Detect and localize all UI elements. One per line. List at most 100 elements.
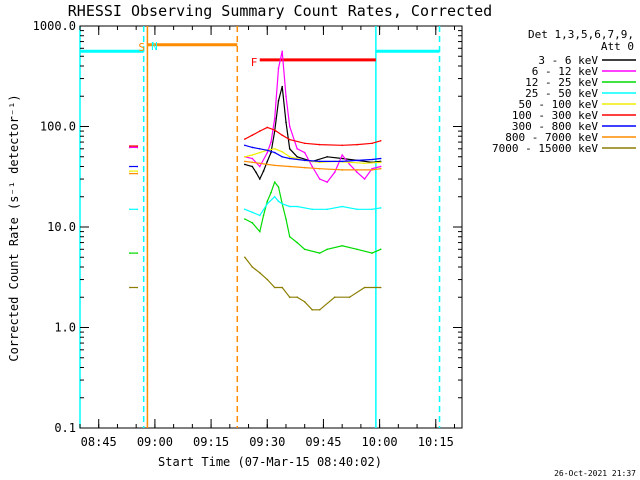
legend-label: 3 - 6 keV: [538, 54, 598, 67]
series-point-5: [341, 144, 344, 147]
series-point-1: [270, 141, 272, 143]
series-point-2: [251, 222, 254, 224]
series-point-3: [281, 203, 284, 205]
series-point-6: [318, 160, 321, 163]
series-point-4: [273, 148, 276, 150]
series-point-3: [371, 208, 373, 211]
series-point-7: [129, 172, 131, 175]
series-point-5: [273, 129, 276, 131]
series-point-2: [277, 186, 280, 188]
series-point-4: [244, 156, 246, 158]
series-point-2: [379, 248, 382, 251]
series-point-3: [259, 214, 261, 217]
series-point-3: [129, 208, 131, 211]
series-point-4: [348, 161, 351, 164]
series-point-5: [136, 145, 139, 147]
series-point-0: [277, 100, 280, 102]
series-line-1: [244, 51, 381, 183]
flag-label-S: S: [138, 41, 145, 54]
series-point-5: [371, 142, 373, 145]
series-point-2: [285, 218, 287, 220]
series-point-1: [318, 178, 321, 180]
generation-timestamp: 26-Oct-2021 21:37: [554, 469, 636, 478]
series-point-2: [341, 245, 344, 247]
series-point-8: [363, 286, 366, 289]
series-point-2: [270, 191, 272, 194]
series-point-6: [273, 151, 276, 154]
series-point-4: [259, 151, 261, 154]
series-point-8: [348, 296, 351, 299]
series-point-5: [303, 142, 306, 145]
legend-label: 7000 - 15000 keV: [492, 142, 598, 155]
series-point-2: [273, 181, 276, 183]
series-point-8: [273, 286, 276, 289]
x-axis: 08:45 09:00 09:15 09:30 09:45 10:00 10:15: [79, 26, 456, 449]
series-point-2: [296, 241, 299, 244]
series-point-5: [129, 145, 131, 147]
series-point-6: [356, 159, 358, 162]
series-point-0: [259, 178, 261, 180]
x-tick-label: 09:00: [137, 435, 173, 449]
series-point-0: [266, 160, 269, 163]
x-axis-title: Start Time (07-Mar-15 08:40:02): [158, 455, 382, 469]
y-tick-label: 1000.0: [33, 19, 76, 33]
series-point-3: [136, 208, 139, 211]
series-point-4: [363, 162, 366, 165]
series-point-2: [318, 252, 321, 254]
series-point-1: [251, 157, 254, 160]
series-point-2: [262, 214, 265, 217]
series-point-5: [251, 134, 254, 136]
flag-label-F: F: [251, 56, 258, 69]
x-tick-label: 10:15: [418, 435, 454, 449]
series-point-3: [273, 195, 276, 198]
legend-label: 50 - 100 keV: [519, 98, 599, 111]
series-point-8: [266, 278, 269, 281]
series-point-1: [363, 178, 366, 180]
series-point-0: [251, 165, 254, 168]
series-point-8: [136, 286, 139, 289]
series-point-5: [266, 126, 269, 129]
y-tick-label: 1.0: [54, 321, 76, 335]
legend-label: 25 - 50 keV: [525, 87, 598, 100]
series-line-0: [244, 86, 381, 181]
series-point-1: [129, 146, 131, 149]
series-point-5: [288, 138, 291, 141]
series-point-4: [251, 154, 254, 156]
series-point-2: [303, 248, 306, 251]
series-point-6: [259, 148, 261, 150]
series-point-1: [259, 165, 261, 168]
legend-label: 800 - 7000 keV: [505, 131, 598, 144]
series-point-0: [296, 156, 299, 158]
series-point-1: [136, 146, 139, 149]
series-point-8: [129, 286, 131, 289]
series-point-7: [379, 167, 382, 170]
series-point-3: [341, 205, 344, 208]
series-line-5: [244, 126, 381, 146]
series-point-6: [136, 165, 139, 168]
series-point-3: [277, 200, 280, 203]
series-point-1: [348, 163, 351, 166]
series-point-0: [255, 171, 257, 174]
series-point-6: [244, 144, 246, 147]
series-line-6: [244, 144, 381, 162]
series-line-3: [244, 195, 381, 217]
series-point-0: [341, 157, 344, 160]
series-point-0: [262, 170, 265, 172]
series-point-3: [288, 205, 291, 208]
series-point-2: [326, 248, 329, 251]
series-point-5: [244, 138, 246, 140]
series-point-0: [244, 163, 246, 166]
series-point-5: [356, 143, 358, 146]
series-point-8: [311, 309, 314, 311]
y-tick-label: 0.1: [54, 421, 76, 435]
series-point-1: [356, 171, 358, 174]
series-point-3: [244, 208, 246, 211]
series-point-1: [371, 167, 373, 170]
chart-title: RHESSI Observing Summary Count Rates, Co…: [68, 2, 492, 20]
x-tick-label: 09:15: [193, 435, 229, 449]
series-point-0: [326, 156, 329, 158]
series-point-1: [281, 50, 284, 53]
series-point-6: [379, 157, 382, 160]
legend-label: 12 - 25 keV: [525, 76, 598, 89]
